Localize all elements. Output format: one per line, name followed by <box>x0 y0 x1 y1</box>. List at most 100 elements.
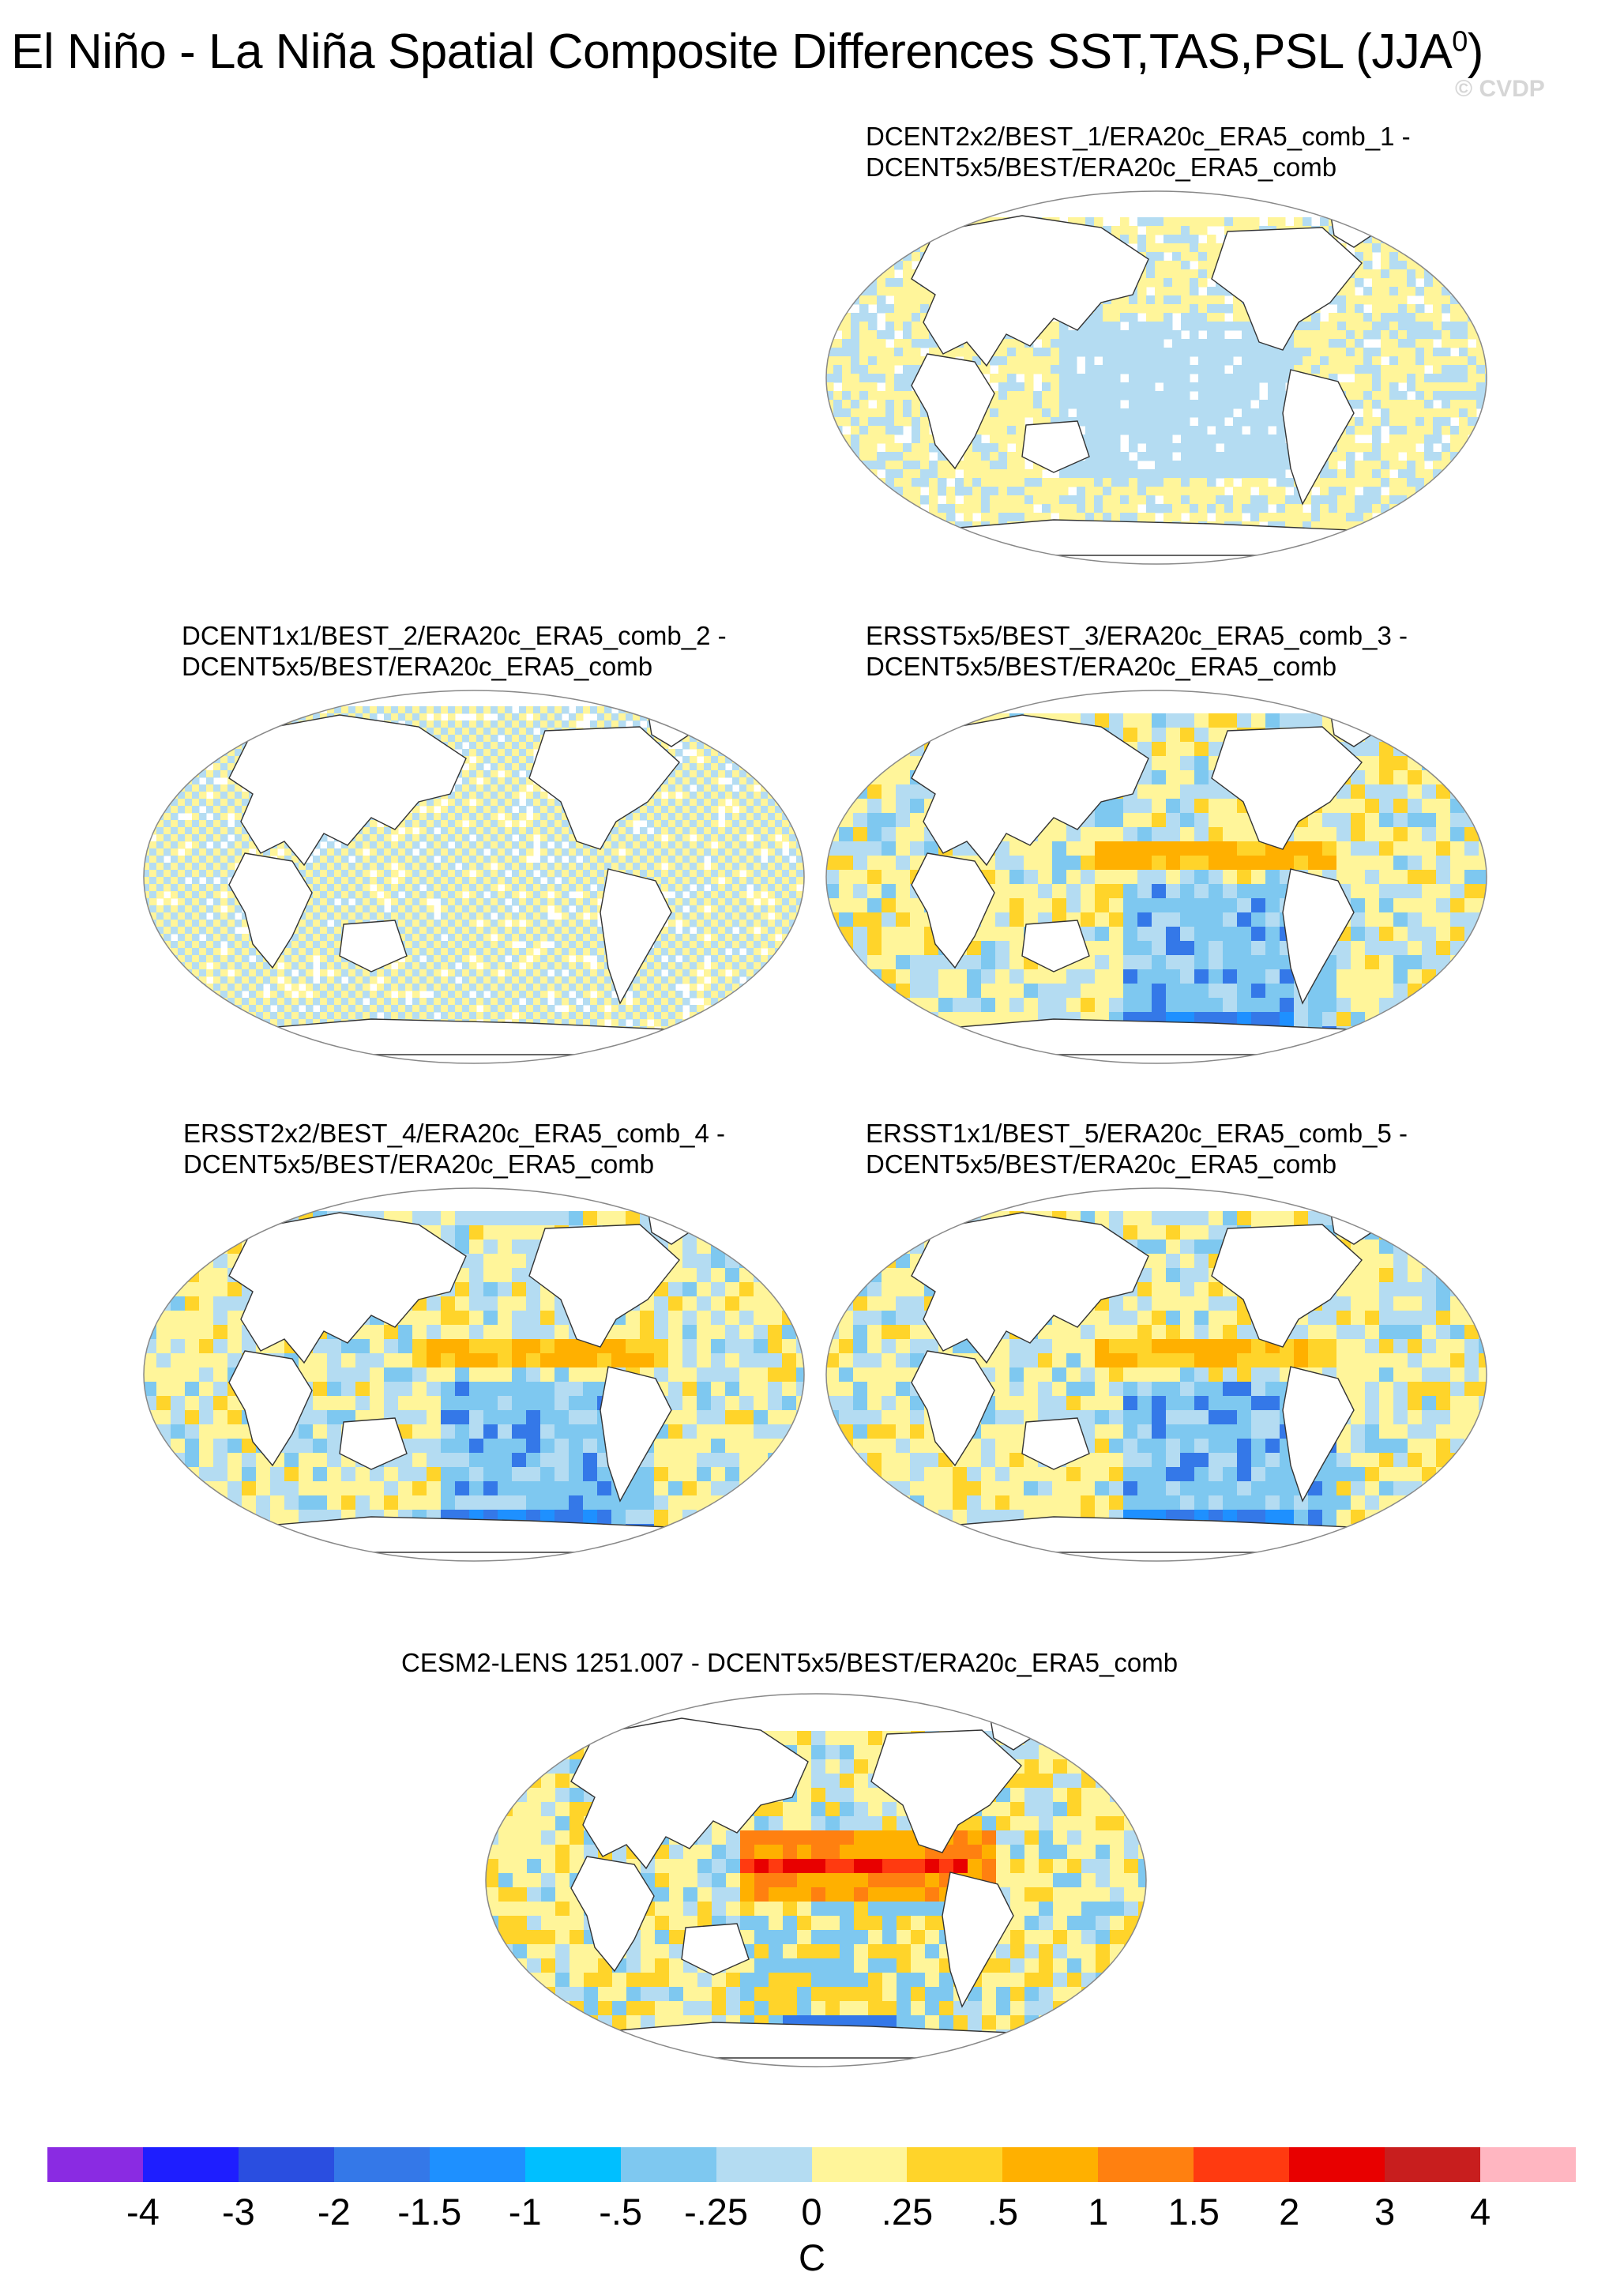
map-cell <box>498 763 506 771</box>
map-cell <box>1259 434 1269 444</box>
map-cell <box>842 313 851 322</box>
map-cell <box>675 770 683 778</box>
map-cell <box>491 820 498 828</box>
map-cell <box>1242 487 1251 496</box>
map-cell <box>1007 382 1017 392</box>
map-cell <box>1337 322 1347 331</box>
map-cell <box>156 756 164 764</box>
map-cell <box>206 784 214 792</box>
map-cell <box>803 792 804 799</box>
map-cell <box>796 863 804 871</box>
map-cell <box>156 884 164 892</box>
map-cell <box>1042 513 1051 522</box>
map-cell <box>1155 391 1164 401</box>
map-cell <box>1120 513 1130 522</box>
map-cell <box>512 813 520 821</box>
map-cell <box>1415 365 1425 374</box>
map-cell <box>1068 365 1077 374</box>
map-cell <box>618 720 626 728</box>
map-cell <box>1111 339 1121 348</box>
map-cell <box>903 530 912 540</box>
map-cell <box>412 877 420 885</box>
map-cell <box>1389 461 1399 470</box>
map-cell <box>1137 382 1147 392</box>
map-cell <box>675 884 683 892</box>
map-cell <box>1329 469 1338 479</box>
map-cell <box>1207 295 1216 305</box>
map-cell <box>1433 382 1442 392</box>
map-cell <box>171 870 179 878</box>
map-cell <box>990 426 999 435</box>
map-cell <box>1103 339 1112 348</box>
map-cell <box>920 434 930 444</box>
map-cell <box>1268 469 1277 479</box>
map-cell <box>519 898 527 906</box>
map-cell <box>1450 243 1460 253</box>
map-cell <box>213 770 221 778</box>
map-cell <box>920 469 930 479</box>
map-cell <box>171 742 179 750</box>
map-cell <box>199 898 207 906</box>
map-cell <box>1120 469 1130 479</box>
map-cell <box>434 735 442 743</box>
map-cell <box>1129 461 1138 470</box>
map-cell <box>782 735 790 743</box>
map-cell <box>725 905 733 913</box>
map-cell <box>668 713 676 721</box>
map-cell <box>1024 382 1034 392</box>
map-cell <box>675 905 683 913</box>
map-cell <box>1485 339 1487 348</box>
map-cell <box>1433 304 1442 314</box>
map-cell <box>868 313 878 322</box>
map-cell <box>242 713 250 721</box>
map-cell <box>1181 322 1190 331</box>
map-cell <box>491 742 498 750</box>
map-cell <box>583 884 591 892</box>
map-cell <box>1155 443 1164 453</box>
map-cell <box>654 877 662 885</box>
map-cell <box>1111 408 1121 418</box>
map-cell <box>1381 504 1390 514</box>
map-cell <box>1146 269 1156 279</box>
map-cell <box>1276 408 1286 418</box>
map-cell <box>826 521 834 531</box>
map-cell <box>213 870 221 878</box>
map-cell <box>803 756 804 764</box>
map-cell <box>1190 269 1199 279</box>
map-cell <box>498 820 506 828</box>
map-cell <box>533 877 541 885</box>
map-cell <box>868 382 878 392</box>
map-cell <box>242 792 250 799</box>
map-cell <box>746 820 754 828</box>
map-cell <box>718 784 726 792</box>
map-cell <box>512 841 520 849</box>
map-cell <box>1129 226 1138 235</box>
map-cell <box>1268 461 1277 470</box>
map-cell <box>704 777 712 785</box>
map-cell <box>1381 521 1390 531</box>
map-cell <box>455 784 463 792</box>
map-cell <box>697 728 705 735</box>
map-cell <box>1163 322 1173 331</box>
map-cell <box>235 848 242 856</box>
map-cell <box>1268 452 1277 461</box>
map-cell <box>1007 469 1017 479</box>
map-cell <box>725 877 733 885</box>
map-cell <box>235 856 242 863</box>
map-cell <box>877 495 886 505</box>
map-cell <box>149 884 157 892</box>
map-cell <box>1311 365 1321 374</box>
map-cell <box>419 827 427 835</box>
map-cell <box>1146 417 1156 427</box>
map-cell <box>859 434 869 444</box>
map-cell <box>519 749 527 757</box>
map-cell <box>1137 374 1147 383</box>
map-cell <box>469 898 477 906</box>
map-cell <box>1224 495 1234 505</box>
map-cell <box>1198 278 1208 288</box>
map-cell <box>1485 261 1487 270</box>
map-cell <box>512 728 520 735</box>
map-cell <box>842 469 851 479</box>
map-cell <box>355 870 363 878</box>
map-cell <box>1398 426 1408 435</box>
